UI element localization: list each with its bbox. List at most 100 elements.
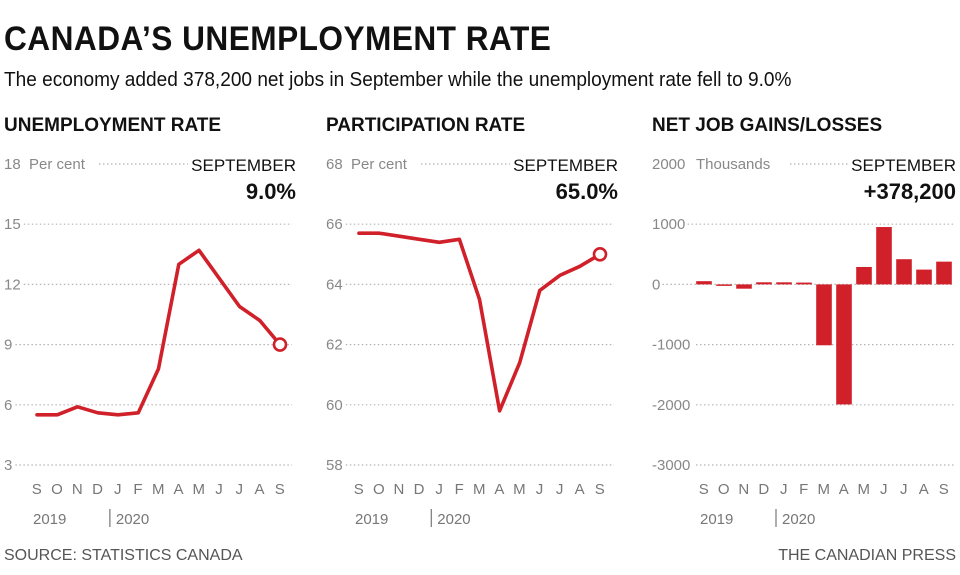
page-subtitle: The economy added 378,200 net jobs in Se… [4, 68, 792, 91]
bar [796, 282, 812, 285]
callout-value: 65.0% [556, 179, 618, 204]
panel-title: PARTICIPATION RATE [326, 115, 525, 136]
last-point-marker [592, 247, 608, 262]
y-tick-label: 62 [326, 337, 343, 354]
y-tick-label: 6 [4, 397, 12, 414]
x-tick-label: A [839, 481, 850, 498]
panel-title: UNEMPLOYMENT RATE [4, 115, 221, 136]
chart-panel-3: NET JOB GAINS/LOSSES 2000 Thousands 1000 0 -1… [652, 115, 956, 528]
x-tick-label: A [575, 481, 586, 498]
year-label: 2019 [355, 511, 388, 528]
x-tick-label: M [473, 481, 486, 498]
x-tick-label: J [780, 481, 788, 498]
x-tick-label: J [435, 481, 443, 498]
bar [896, 259, 912, 285]
y-tick-label: 66 [326, 216, 343, 233]
x-tick-label: A [494, 481, 505, 498]
x-tick-label: S [275, 481, 286, 498]
bar [876, 227, 892, 285]
callout-value: 9.0% [246, 179, 296, 204]
y-tick-label: -2000 [652, 397, 690, 414]
chart-panel-2: PARTICIPATION RATE 68 Per cent 66 64 62 60 58 SE… [326, 115, 618, 528]
chart-panel-1: UNEMPLOYMENT RATE 18 Per cent 15 12 9 6 3 SEPTEM… [4, 115, 296, 528]
x-tick-label: J [880, 481, 888, 498]
x-tick-label: S [595, 481, 606, 498]
bar [736, 284, 752, 289]
last-point-marker [272, 337, 288, 352]
year-label: 2019 [33, 511, 66, 528]
x-tick-label: J [556, 481, 564, 498]
x-tick-label: S [32, 481, 43, 498]
x-tick-label: D [758, 481, 769, 498]
x-tick-label: N [393, 481, 404, 498]
y-tick-label: 60 [326, 397, 343, 414]
y-tick-label: 64 [326, 276, 343, 293]
x-tick-label: M [818, 481, 831, 498]
x-tick-label: A [254, 481, 265, 498]
page-title: CANADA’S UNEMPLOYMENT RATE [4, 20, 552, 58]
x-tick-label: O [373, 481, 385, 498]
panel-title: NET JOB GAINS/LOSSES [652, 115, 882, 136]
callout-value: +378,200 [864, 179, 956, 204]
x-tick-label: J [114, 481, 122, 498]
y-tick-label: 68 [326, 156, 343, 173]
year-label: 2020 [116, 511, 149, 528]
bar [836, 284, 852, 405]
unit-label: Per cent [351, 156, 408, 173]
bar [696, 281, 712, 285]
bar [856, 266, 872, 285]
y-tick-label: 9 [4, 337, 12, 354]
x-tick-label: M [193, 481, 206, 498]
callout-label: SEPTEMBER [191, 156, 296, 175]
y-tick-label: 3 [4, 457, 12, 474]
bar [916, 269, 932, 285]
source-note: SOURCE: STATISTICS CANADA [4, 547, 243, 564]
bar [776, 282, 792, 285]
x-tick-label: F [455, 481, 465, 498]
x-tick-label: O [51, 481, 63, 498]
series-line [357, 231, 602, 413]
y-tick-label: 12 [4, 276, 21, 293]
x-tick-label: N [72, 481, 83, 498]
x-tick-label: F [133, 481, 143, 498]
x-tick-label: S [699, 481, 710, 498]
credit-note: THE CANADIAN PRESS [778, 547, 956, 564]
x-tick-label: S [939, 481, 950, 498]
bar [816, 284, 832, 346]
x-tick-label: A [173, 481, 184, 498]
y-tick-label: -3000 [652, 457, 690, 474]
x-tick-label: D [92, 481, 103, 498]
callout-label: SEPTEMBER [851, 156, 956, 175]
y-tick-label: 58 [326, 457, 343, 474]
x-tick-label: D [414, 481, 425, 498]
y-tick-label: 1000 [652, 216, 685, 233]
x-tick-label: M [513, 481, 526, 498]
x-tick-label: M [858, 481, 871, 498]
x-tick-label: S [354, 481, 365, 498]
y-tick-label: 0 [652, 276, 660, 293]
x-tick-label: A [919, 481, 930, 498]
series-line [35, 248, 282, 417]
x-tick-label: O [718, 481, 730, 498]
year-label: 2020 [437, 511, 470, 528]
bar [936, 261, 952, 285]
y-tick-label: 15 [4, 216, 21, 233]
x-tick-label: J [900, 481, 908, 498]
y-tick-label: 2000 [652, 156, 685, 173]
x-tick-label: F [799, 481, 809, 498]
callout-label: SEPTEMBER [513, 156, 618, 175]
y-tick-label: 18 [4, 156, 21, 173]
bar [716, 284, 732, 286]
x-tick-label: J [215, 481, 223, 498]
x-tick-label: J [536, 481, 544, 498]
year-label: 2019 [700, 511, 733, 528]
unit-label: Thousands [696, 156, 770, 173]
x-tick-label: J [236, 481, 244, 498]
x-tick-label: N [738, 481, 749, 498]
x-tick-label: M [152, 481, 165, 498]
year-label: 2020 [782, 511, 815, 528]
bar [756, 282, 772, 285]
unit-label: Per cent [29, 156, 86, 173]
y-tick-label: -1000 [652, 337, 690, 354]
